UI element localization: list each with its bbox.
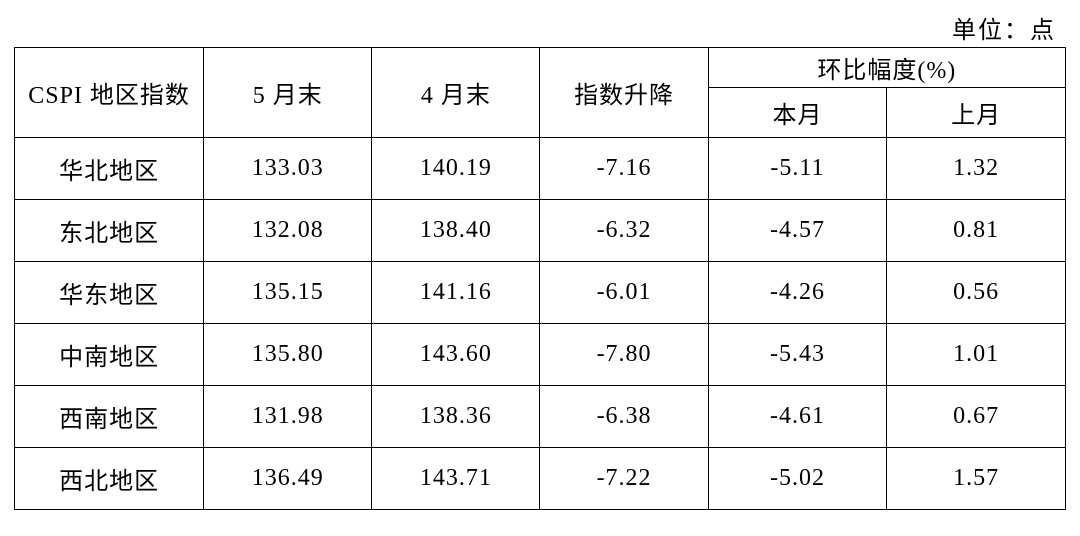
cell-may: 132.08 <box>204 200 372 262</box>
cell-apr: 138.40 <box>372 200 540 262</box>
cell-mom-prev: 1.01 <box>887 324 1066 386</box>
cell-mom-this: -5.02 <box>708 448 887 510</box>
cell-mom-this: -4.61 <box>708 386 887 448</box>
table-row: 东北地区 132.08 138.40 -6.32 -4.57 0.81 <box>15 200 1066 262</box>
cell-mom-this: -4.57 <box>708 200 887 262</box>
table-row: 西南地区 131.98 138.36 -6.38 -4.61 0.67 <box>15 386 1066 448</box>
cell-apr: 138.36 <box>372 386 540 448</box>
cspi-region-table: CSPI 地区指数 5 月末 4 月末 指数升降 环比幅度(%) 本月 上月 华… <box>14 47 1066 510</box>
cell-may: 135.15 <box>204 262 372 324</box>
cell-mom-prev: 1.32 <box>887 138 1066 200</box>
table-row: 中南地区 135.80 143.60 -7.80 -5.43 1.01 <box>15 324 1066 386</box>
cell-diff: -7.80 <box>540 324 708 386</box>
cell-diff: -7.16 <box>540 138 708 200</box>
cell-diff: -6.38 <box>540 386 708 448</box>
cell-diff: -6.01 <box>540 262 708 324</box>
cell-apr: 140.19 <box>372 138 540 200</box>
table-row: 华北地区 133.03 140.19 -7.16 -5.11 1.32 <box>15 138 1066 200</box>
col-header-mom-prev: 上月 <box>887 88 1066 138</box>
cell-mom-prev: 0.67 <box>887 386 1066 448</box>
cell-mom-this: -5.43 <box>708 324 887 386</box>
cell-may: 131.98 <box>204 386 372 448</box>
cell-mom-this: -5.11 <box>708 138 887 200</box>
cell-diff: -6.32 <box>540 200 708 262</box>
cell-region: 东北地区 <box>15 200 204 262</box>
cell-apr: 141.16 <box>372 262 540 324</box>
table-body: 华北地区 133.03 140.19 -7.16 -5.11 1.32 东北地区… <box>15 138 1066 510</box>
col-header-apr: 4 月末 <box>372 48 540 138</box>
cell-apr: 143.71 <box>372 448 540 510</box>
cell-mom-prev: 0.81 <box>887 200 1066 262</box>
table-row: 西北地区 136.49 143.71 -7.22 -5.02 1.57 <box>15 448 1066 510</box>
cell-region: 中南地区 <box>15 324 204 386</box>
cell-region: 华北地区 <box>15 138 204 200</box>
cell-may: 135.80 <box>204 324 372 386</box>
col-header-mom-group: 环比幅度(%) <box>708 48 1065 88</box>
col-header-mom-this: 本月 <box>708 88 887 138</box>
cell-may: 133.03 <box>204 138 372 200</box>
col-header-region: CSPI 地区指数 <box>15 48 204 138</box>
cell-mom-prev: 1.57 <box>887 448 1066 510</box>
col-header-may: 5 月末 <box>204 48 372 138</box>
cell-mom-prev: 0.56 <box>887 262 1066 324</box>
col-header-diff: 指数升降 <box>540 48 708 138</box>
cell-mom-this: -4.26 <box>708 262 887 324</box>
cell-may: 136.49 <box>204 448 372 510</box>
table-row: 华东地区 135.15 141.16 -6.01 -4.26 0.56 <box>15 262 1066 324</box>
cell-region: 华东地区 <box>15 262 204 324</box>
cell-apr: 143.60 <box>372 324 540 386</box>
cell-diff: -7.22 <box>540 448 708 510</box>
cell-region: 西南地区 <box>15 386 204 448</box>
unit-label: 单位：点 <box>14 10 1066 45</box>
cell-region: 西北地区 <box>15 448 204 510</box>
